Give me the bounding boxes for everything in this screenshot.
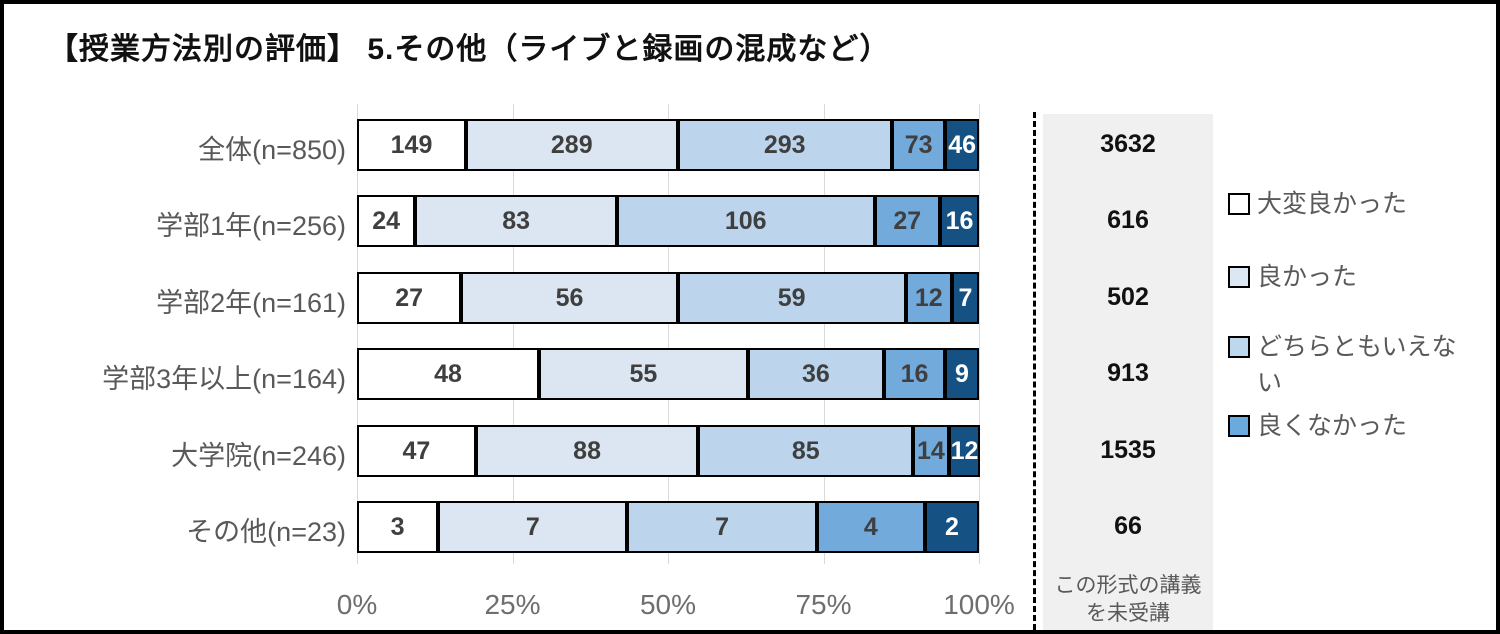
bar-segment: 16	[884, 348, 945, 400]
x-axis-tick-label: 25%	[484, 589, 541, 620]
grid-line	[823, 104, 825, 564]
bar-segment: 27	[357, 272, 462, 324]
bar-segment: 24	[357, 195, 416, 247]
bar-segment: 55	[539, 348, 748, 400]
footnote-line-2: を未受講	[1086, 601, 1170, 625]
bar-segment: 47	[357, 425, 476, 477]
bar-row: 24 83 106 27 16	[357, 195, 979, 247]
x-axis-tick-label: 0%	[336, 589, 378, 620]
bar-segment: 4	[816, 501, 925, 553]
bar-segment: 149	[357, 119, 467, 171]
category-label: 大学院(n=246)	[171, 441, 346, 471]
bar-segment: 85	[698, 425, 914, 477]
grid-line	[357, 104, 358, 564]
unreceived-value: 502	[1107, 283, 1149, 311]
unreceived-value: 616	[1107, 206, 1149, 234]
bar-segment: 59	[677, 272, 906, 324]
legend-label: どちらともいえない	[1257, 333, 1457, 398]
legend-swatch-icon	[1228, 266, 1250, 288]
chart-title: 【授業方法別の評価】 5.その他（ライブと録画の混成など）	[48, 33, 891, 66]
unreceived-value: 66	[1114, 512, 1142, 540]
bar-segment: 7	[951, 272, 979, 324]
bar-segment: 88	[475, 425, 699, 477]
x-axis-tick-label: 100%	[943, 589, 1015, 620]
unreceived-footnote: この形式の講義 を未受講	[1037, 572, 1219, 627]
grid-line	[668, 104, 669, 564]
bar-segment: 27	[874, 195, 941, 247]
legend-label: 良かった	[1257, 263, 1358, 291]
legend: 大変良かった 良かったどちらともいえない良くなかった	[1228, 4, 1494, 630]
bar-segment: 9	[944, 348, 979, 400]
unreceived-value: 3632	[1100, 130, 1156, 158]
bar-segment: 46	[945, 119, 979, 171]
bar-segment: 56	[461, 272, 678, 324]
bar-segment: 12	[948, 425, 981, 477]
footnote-line-1: この形式の講義	[1054, 574, 1202, 597]
bar-segment: 289	[466, 119, 678, 171]
bar-segment: 36	[747, 348, 885, 400]
legend-swatch-icon	[1228, 193, 1250, 215]
unreceived-value: 913	[1107, 359, 1149, 387]
legend-swatch-icon	[1228, 415, 1250, 437]
x-axis-tick-label: 50%	[639, 589, 697, 620]
bar-segment: 7	[627, 501, 817, 553]
x-axis-tick-label: 75%	[795, 589, 852, 620]
bar-row: 48 55 36 16 9	[357, 348, 979, 400]
unreceived-value: 1535	[1100, 436, 1156, 464]
bar-segment: 73	[891, 119, 946, 171]
bar-segment: 2	[924, 501, 979, 553]
legend-item: 良くなかった	[1228, 408, 1480, 444]
bar-row: 27 56 59 12 7	[357, 272, 979, 324]
bar-segment: 3	[357, 501, 439, 553]
bar-segment: 7	[438, 501, 628, 553]
bar-segment: 12	[905, 272, 952, 324]
bar-segment: 16	[940, 195, 979, 247]
category-label: その他(n=23)	[186, 517, 346, 547]
bar-segment: 293	[677, 119, 892, 171]
bar-row: 47 88 85 14 12	[357, 425, 981, 477]
legend-item: 良かった	[1228, 259, 1480, 295]
grid-line	[512, 104, 514, 564]
unreceived-panel	[1043, 114, 1213, 630]
bar-segment: 14	[913, 425, 949, 477]
legend-item: 大変良かった	[1228, 186, 1480, 222]
category-label: 学部1年(n=256)	[156, 211, 346, 241]
legend-item: どちらともいえない	[1228, 329, 1480, 402]
category-label: 学部3年以上(n=164)	[102, 364, 346, 394]
legend-label: 良くなかった	[1257, 412, 1408, 440]
legend-swatch-icon	[1228, 336, 1250, 358]
bar-segment: 48	[357, 348, 540, 400]
category-label: 全体(n=850)	[198, 135, 346, 165]
grid-line	[979, 104, 980, 564]
bar-segment: 83	[415, 195, 617, 247]
category-label: 学部2年(n=161)	[156, 288, 346, 318]
bar-row: 149 289 293 73 46	[357, 119, 979, 171]
bar-segment: 106	[616, 195, 875, 247]
dashed-divider-line	[1033, 112, 1036, 630]
legend-label: 大変良かった	[1257, 190, 1408, 218]
